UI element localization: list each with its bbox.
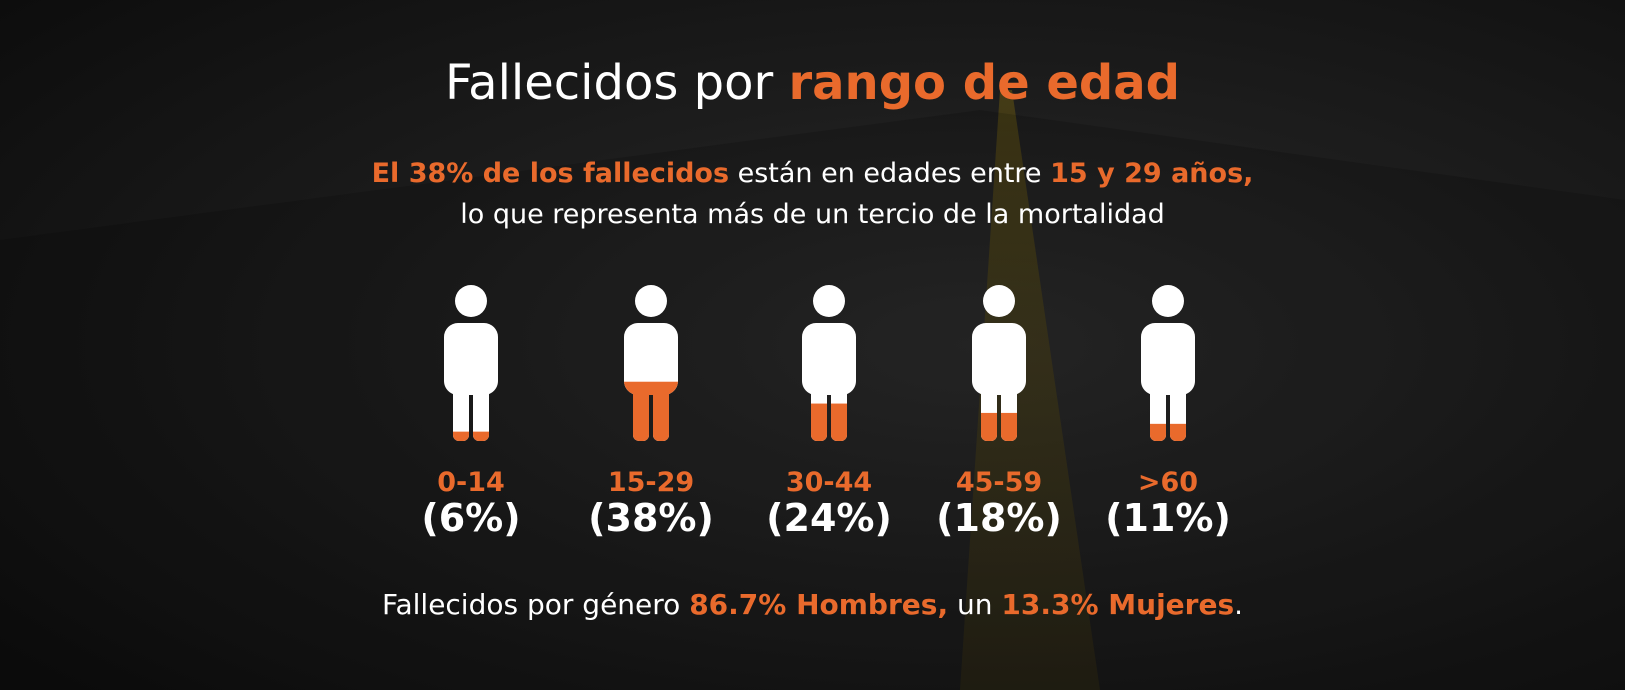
age-group: 0-14 (6%) — [401, 285, 541, 538]
percentage: (11%) — [1105, 496, 1231, 540]
text-segment: un — [948, 588, 1002, 621]
text-segment: 13.3% Mujeres — [1001, 588, 1235, 621]
age-group: 45-59 (18%) — [929, 285, 1069, 538]
percentage: (18%) — [936, 496, 1062, 540]
subtitle-line: El 38% de los fallecidos están en edades… — [0, 158, 1625, 189]
age-group: 15-29 (38%) — [581, 285, 721, 538]
person-base — [624, 285, 678, 441]
person-fill — [624, 381, 678, 441]
age-range: 30-44 — [785, 467, 873, 498]
text-segment: 15 y 29 años, — [1050, 158, 1254, 189]
age-group: >60 (11%) — [1098, 285, 1238, 538]
footer: Fallecidos por género 86.7% Hombres, un … — [0, 588, 1625, 621]
text-segment: Fallecidos por — [444, 55, 789, 111]
person-fill — [972, 412, 1026, 441]
text-segment: El 38% de los fallecidos — [371, 158, 730, 189]
person-icon — [972, 285, 1026, 441]
age-group: 30-44 (24%) — [759, 285, 899, 538]
person-base — [972, 285, 1026, 441]
age-range: >60 — [1137, 467, 1199, 498]
person-icon — [624, 285, 678, 441]
age-range: 15-29 — [607, 467, 695, 498]
percentage: (6%) — [421, 496, 521, 540]
person-icon — [802, 285, 856, 441]
text-segment: . — [1234, 588, 1244, 621]
percentage: (24%) — [766, 496, 892, 540]
person-icon — [1141, 285, 1195, 441]
age-range: 0-14 — [437, 467, 505, 498]
age-range: 45-59 — [955, 467, 1043, 498]
text-segment: rango de edad — [788, 55, 1181, 111]
person-base — [444, 285, 498, 441]
person-fill — [444, 431, 498, 441]
person-base — [1141, 285, 1195, 441]
person-base — [802, 285, 856, 441]
person-fill — [1141, 423, 1195, 441]
text-segment: Fallecidos por género — [381, 588, 690, 621]
text-segment: lo que representa más de un tercio de la… — [460, 199, 1165, 230]
person-fill — [802, 403, 856, 441]
text-segment: están en edades entre — [729, 158, 1051, 189]
person-icon — [444, 285, 498, 441]
subtitle-line: lo que representa más de un tercio de la… — [0, 199, 1625, 230]
percentage: (38%) — [588, 496, 714, 540]
text-segment: 86.7% Hombres, — [689, 588, 949, 621]
title: Fallecidos por rango de edad — [0, 55, 1625, 111]
